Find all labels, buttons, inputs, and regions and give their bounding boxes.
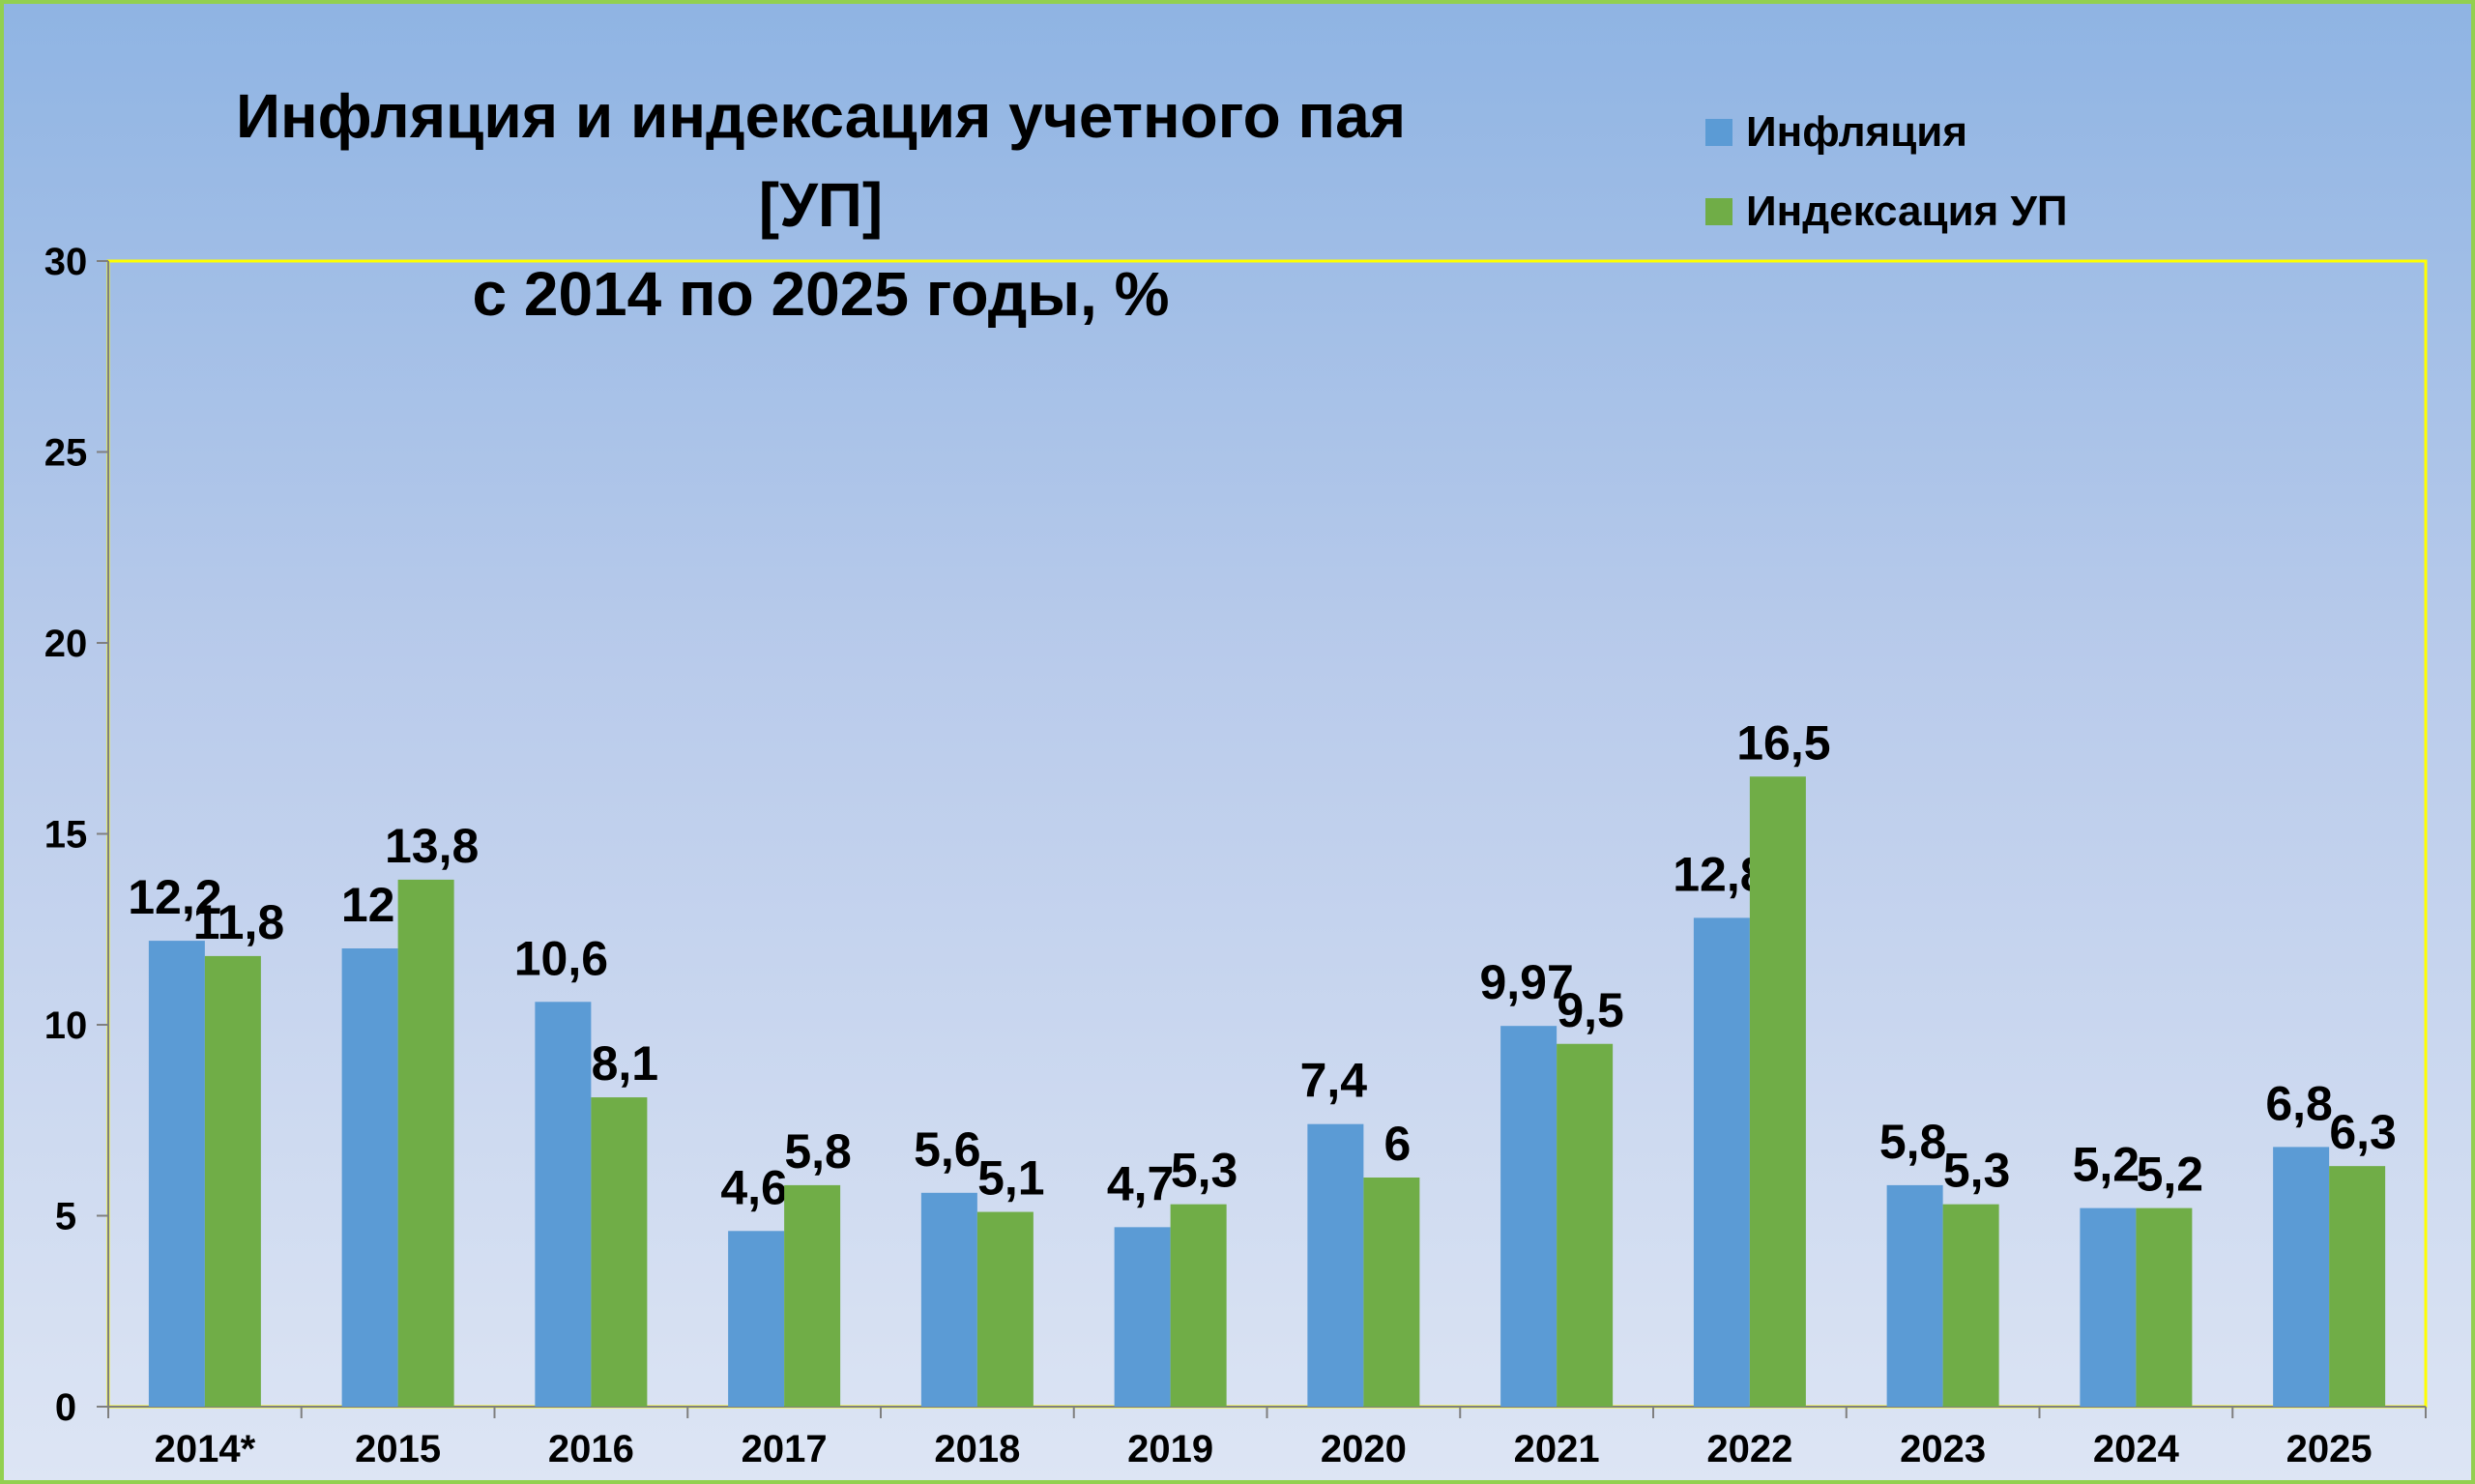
data-label-inflation: 12,2: [128, 870, 221, 924]
bar-inflation: [1693, 917, 1750, 1407]
data-label-inflation: 4,7: [1107, 1156, 1175, 1210]
data-label-inflation: 12: [341, 878, 395, 932]
bar-indexation: [976, 1211, 1034, 1407]
bar-indexation: [1942, 1204, 1999, 1407]
chart-title-block: Инфляция и индексация учетного пая [УП] …: [197, 72, 1444, 338]
data-label-indexation: 6: [1383, 1117, 1411, 1171]
data-label-inflation: 5,6: [914, 1122, 981, 1177]
x-tick-label: 2016: [548, 1428, 634, 1470]
bar-indexation: [397, 879, 454, 1407]
data-label-indexation: 5,2: [2137, 1148, 2204, 1202]
data-label-inflation: 5,8: [1879, 1115, 1947, 1169]
bar-inflation: [920, 1192, 977, 1407]
y-tick-label: 5: [55, 1196, 76, 1238]
bar-inflation: [1114, 1227, 1171, 1407]
bar-indexation: [784, 1184, 841, 1407]
x-tick-label: 2025: [2286, 1428, 2373, 1470]
legend-item-inflation: Инфляция: [1705, 93, 2068, 172]
bar-inflation: [2273, 1147, 2330, 1407]
y-tick-label: 20: [44, 623, 88, 665]
data-label-inflation: 6,8: [2265, 1076, 2333, 1130]
data-label-inflation: 9,97: [1479, 955, 1573, 1009]
bar-indexation: [591, 1097, 648, 1407]
bar-inflation: [1886, 1184, 1943, 1407]
x-tick-label: 2024: [2093, 1428, 2180, 1470]
bar-inflation: [1500, 1026, 1558, 1407]
y-tick-label: 30: [44, 241, 88, 283]
bar-inflation: [341, 948, 398, 1407]
bar-inflation: [728, 1231, 785, 1407]
chart-title: Инфляция и индексация учетного пая [УП]: [235, 81, 1407, 240]
data-label-indexation: 5,1: [977, 1151, 1045, 1206]
data-label-indexation: 5,3: [1943, 1144, 2011, 1198]
data-label-indexation: 11,8: [193, 895, 285, 949]
x-tick-label: 2022: [1706, 1428, 1792, 1470]
data-label-indexation: 9,5: [1557, 983, 1624, 1037]
legend-label-inflation: Инфляция: [1746, 108, 1968, 156]
bar-inflation: [535, 1002, 592, 1407]
chart-subtitle: с 2014 по 2025 годы, %: [472, 259, 1170, 329]
bar-indexation: [2136, 1208, 2193, 1407]
x-tick-label: 2017: [742, 1428, 828, 1470]
data-label-inflation: 5,2: [2073, 1138, 2140, 1192]
x-tick-label: 2023: [1900, 1428, 1986, 1470]
data-label-indexation: 6,3: [2329, 1105, 2397, 1159]
bar-indexation: [1170, 1204, 1227, 1407]
data-label-inflation: 7,4: [1300, 1054, 1368, 1108]
data-label-indexation: 8,1: [592, 1036, 659, 1091]
y-tick-label: 25: [44, 432, 88, 475]
x-tick-label: 2018: [934, 1428, 1020, 1470]
y-tick-label: 15: [44, 814, 88, 857]
bar-indexation: [1363, 1178, 1420, 1407]
data-label-inflation: 4,6: [720, 1160, 788, 1214]
data-label-indexation: 5,3: [1171, 1144, 1238, 1198]
legend-swatch-indexation: [1705, 198, 1732, 225]
x-tick-label: 2015: [355, 1428, 441, 1470]
bar-inflation: [148, 941, 205, 1407]
y-tick-label: 0: [55, 1386, 76, 1429]
data-label-indexation: 5,8: [784, 1124, 852, 1178]
x-tick-label: 2021: [1514, 1428, 1600, 1470]
data-label-indexation: 16,5: [1736, 715, 1830, 770]
legend-swatch-inflation: [1705, 119, 1732, 146]
bar-indexation: [1557, 1043, 1614, 1407]
bar-indexation: [2329, 1166, 2386, 1407]
x-tick-label: 2020: [1321, 1428, 1407, 1470]
bar-inflation: [1307, 1123, 1364, 1407]
chart-legend: Инфляция Индексация УП: [1705, 93, 2068, 251]
bar-indexation: [204, 955, 261, 1407]
x-tick-label: 2014*: [155, 1428, 256, 1470]
data-label-indexation: 13,8: [385, 819, 479, 873]
data-label-inflation: 10,6: [514, 931, 608, 985]
bar-inflation: [2080, 1208, 2137, 1407]
x-tick-label: 2019: [1127, 1428, 1213, 1470]
legend-item-indexation: Индексация УП: [1705, 172, 2068, 251]
legend-label-indexation: Индексация УП: [1746, 188, 2068, 235]
bar-indexation: [1749, 776, 1806, 1407]
y-tick-label: 10: [44, 1004, 88, 1047]
